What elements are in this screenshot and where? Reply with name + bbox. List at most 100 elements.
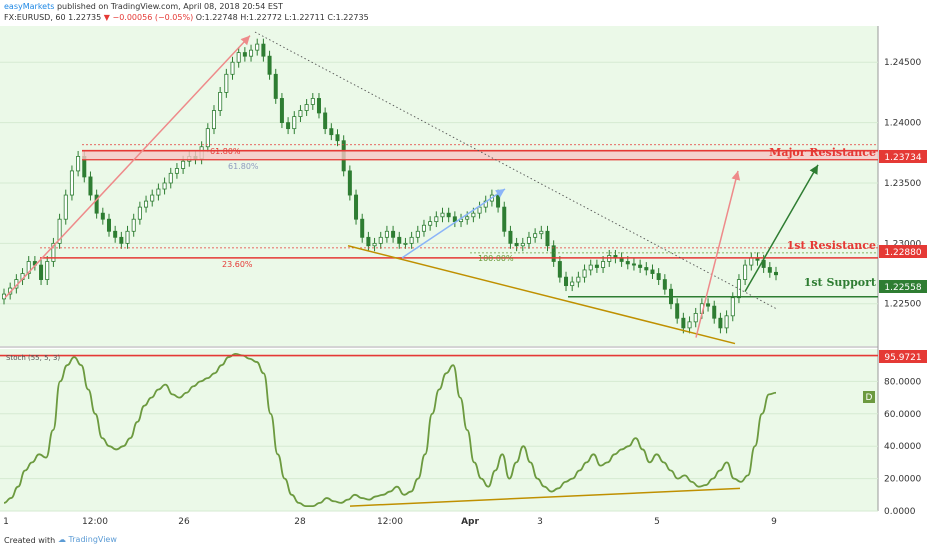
candle-body [508, 230, 513, 244]
candle-body [329, 128, 334, 136]
candle-body [397, 236, 402, 244]
rise-arrow [4, 35, 251, 299]
candle-body [150, 194, 155, 202]
candle-body [526, 236, 531, 244]
candle-body [347, 170, 352, 196]
candle-body [261, 43, 266, 57]
symbol-line: FX:EURUSD, 60 1.22735 ▼ −0.00056 (−0.05%… [4, 13, 369, 23]
stoch-d-label: D [866, 393, 873, 403]
candle-body [113, 230, 118, 238]
candle-body [767, 267, 772, 273]
stoch-level-value: 95.9721 [884, 353, 921, 363]
candle-body [57, 218, 62, 244]
candle-body [409, 236, 414, 244]
candle-body [570, 281, 575, 287]
author-link[interactable]: easyMarkets [4, 2, 55, 11]
symbol-text: FX:EURUSD, 60 [4, 13, 66, 22]
candle-body [156, 188, 161, 196]
stoch-d-badge [863, 391, 875, 403]
created-with-text: Created with [4, 536, 56, 545]
time-tick: 12:00 [82, 517, 108, 527]
candle-body [76, 156, 81, 172]
candle-body [360, 218, 365, 238]
candle-body [255, 43, 260, 51]
blue-arrow [401, 188, 506, 259]
down-arrow-icon: ▼ [103, 13, 110, 22]
overlays [4, 31, 878, 345]
candle-body [415, 230, 420, 238]
stoch-tick: 40.0000 [884, 442, 921, 452]
candle-body [144, 200, 149, 208]
candle-body [582, 269, 587, 278]
major-resistance-badge [879, 150, 927, 163]
candle-body [403, 242, 408, 245]
candle-body [51, 242, 56, 262]
candle-body [452, 216, 457, 223]
candle-body [174, 168, 179, 174]
candle-body [94, 194, 99, 214]
first-resistance-badge [879, 245, 927, 258]
candle-body [211, 110, 216, 130]
stoch-indicator-label: Stoch (55, 5, 3) [6, 354, 60, 362]
price-tick: 1.24000 [884, 119, 921, 129]
time-tick: 1 [3, 517, 9, 527]
time-ticks: 1 12:00 26 28 12:00 Apr 3 5 9 [3, 517, 777, 527]
candle-body [236, 52, 241, 63]
candle-body [539, 230, 544, 235]
candle-body [162, 182, 167, 190]
first-support-label: 1st Support [804, 276, 877, 289]
candle-body [168, 172, 173, 184]
chart-footer: Created with ☁ TradingView [0, 530, 932, 550]
fib-618-label-b: 61.80% [228, 162, 259, 171]
candle-body [335, 134, 340, 142]
candle-body [286, 122, 291, 130]
time-tick: 12:00 [377, 517, 403, 527]
candle-body [650, 269, 655, 274]
chart-svg: 1.24500 1.24000 1.23500 1.23000 1.22500 … [0, 26, 927, 527]
candle-body [69, 170, 74, 196]
grid [0, 61, 878, 512]
candle-body [45, 261, 50, 280]
candle-body [551, 245, 556, 262]
price-ticks: 1.24500 1.24000 1.23500 1.23000 1.22500 [884, 58, 921, 310]
candle-body [267, 55, 272, 75]
candle-body [316, 98, 321, 114]
candle-body [137, 206, 142, 220]
candle-body [292, 116, 297, 130]
stoch-ticks: 80.0000 60.0000 40.0000 20.0000 0.0000 [884, 377, 921, 517]
candle-body [378, 236, 383, 244]
candle-body [279, 98, 284, 124]
candle-body [428, 221, 433, 226]
cloud-icon: ☁ [58, 535, 66, 544]
candle-body [625, 261, 630, 265]
candle-body [131, 218, 136, 232]
stoch-tick: 20.0000 [884, 475, 921, 485]
ohlc-text: O:1.22748 H:1.22772 L:1.22711 C:1.22735 [195, 13, 369, 22]
tradingview-logo[interactable]: ☁ TradingView [58, 535, 117, 544]
candle-body [706, 303, 711, 307]
candle-body [181, 160, 186, 169]
candle-body [631, 263, 636, 266]
candle-body [601, 261, 606, 268]
candle-body [63, 194, 68, 220]
price-tick: 1.23000 [884, 239, 921, 249]
last-price: 1.22735 [68, 13, 102, 22]
candle-body [656, 273, 661, 280]
candle-body [477, 206, 482, 214]
major-resistance-value: 1.23734 [884, 153, 921, 163]
candle-body [384, 230, 389, 238]
candle-body [545, 230, 550, 247]
stoch-tick: 0.0000 [884, 507, 916, 517]
time-tick: 9 [771, 517, 777, 527]
candle-body [106, 218, 111, 232]
stoch-pane [0, 349, 878, 511]
projection-arrow [695, 170, 741, 338]
candle-body [774, 271, 779, 276]
first-support-badge [879, 280, 927, 293]
candle-body [88, 176, 93, 196]
candle-body [434, 216, 439, 223]
candle-body [638, 264, 643, 268]
candle-body [730, 297, 735, 317]
price-tick: 1.23500 [884, 179, 921, 189]
candle-body [224, 73, 229, 93]
